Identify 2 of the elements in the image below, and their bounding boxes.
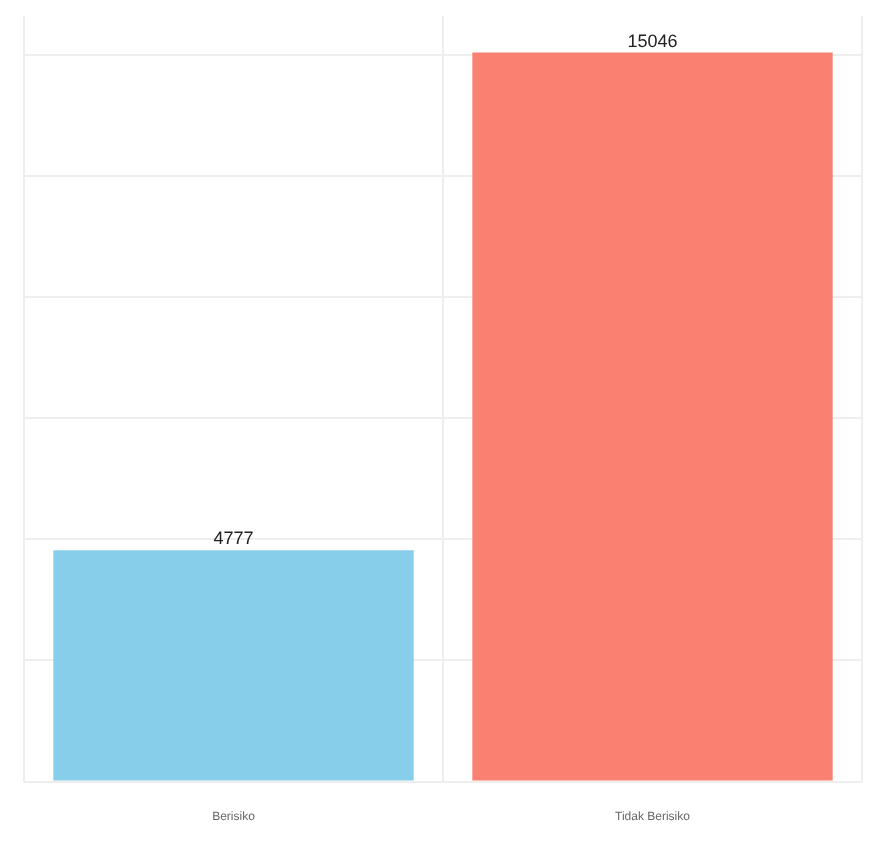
data-label: 15046 — [627, 30, 678, 51]
data-label: 4777 — [213, 528, 254, 549]
